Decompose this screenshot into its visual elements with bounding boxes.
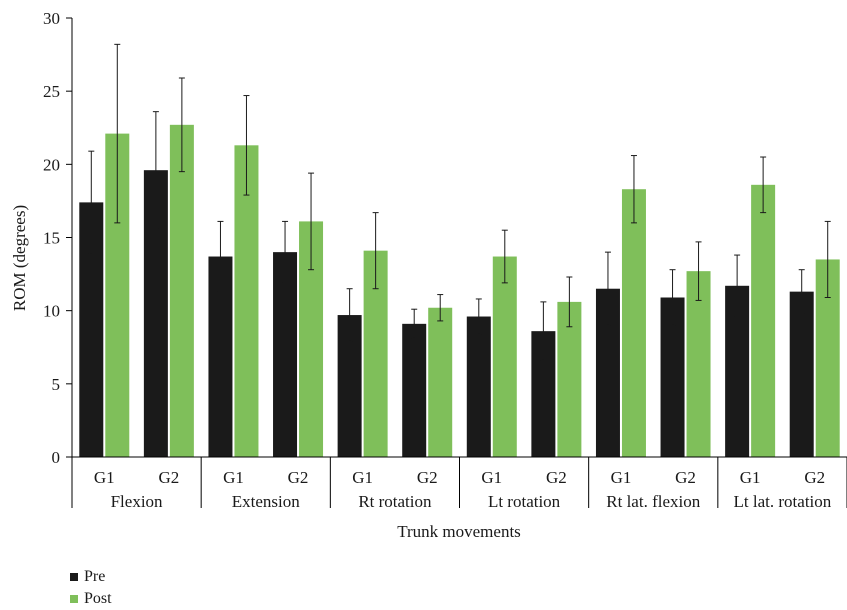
group-label: Flexion [111,492,163,511]
y-axis: 0 5 10 15 20 25 30 [43,9,73,467]
y-tick-label: 15 [43,229,60,248]
x-axis-label: Trunk movements [397,522,521,541]
x-tick-label: G1 [481,468,502,487]
x-tick-label: G1 [223,468,244,487]
x-tick-label: G2 [417,468,438,487]
group-label: Lt rotation [488,492,561,511]
x-axis: G1 G2 G1 G2 G1 G2 G1 G2 G1 G2 G1 G2 Flexion Extension… [71,456,847,511]
bar-pre-g1 [466,316,491,457]
bar-post-g2 [428,307,453,457]
x-tick-label: G1 [611,468,632,487]
bar-post-g2 [557,301,582,457]
x-tick-label: G2 [288,468,309,487]
x-tick-label: G2 [546,468,567,487]
bar-chart: 0 5 10 15 20 25 30 G1 G2 G1 G2 G1 G2 G1 G2 G1 G2 G1 G2 Fle… [10,9,847,541]
legend-label-pre: Pre [84,568,106,585]
group-label: Extension [232,492,300,511]
legend-swatch-post [70,595,78,603]
y-tick-label: 20 [43,155,60,174]
bars [79,124,840,458]
y-tick-label: 0 [52,448,61,467]
legend-item-post: Post [70,588,112,610]
bar-post-g2 [169,124,194,457]
x-tick-label: G1 [740,468,761,487]
group-label: Rt rotation [358,492,432,511]
x-tick-label: G2 [158,468,179,487]
legend-label-post: Post [84,590,112,607]
legend: Pre Post [70,566,112,610]
bar-post-g1 [492,256,517,457]
y-axis-label: ROM (degrees) [10,205,29,311]
x-tick-label: G1 [94,468,115,487]
y-tick-label: 5 [52,375,61,394]
bar-post-g1 [621,189,646,457]
bar-post-g1 [751,184,776,457]
bar-post-g1 [234,145,259,457]
group-label: Lt lat. rotation [734,492,832,511]
bar-post-g2 [686,271,711,457]
bar-pre-g2 [273,252,298,457]
y-tick-label: 30 [43,9,60,28]
x-tick-label: G2 [675,468,696,487]
bar-pre-g2 [402,323,427,457]
legend-item-pre: Pre [70,566,112,588]
y-tick-label: 25 [43,82,60,101]
y-tick-label: 10 [43,302,60,321]
legend-swatch-pre [70,573,78,581]
bar-post-g1 [105,133,130,457]
bar-pre-g2 [789,291,814,457]
x-tick-label: G2 [804,468,825,487]
group-label: Rt lat. flexion [606,492,700,511]
error-bars [88,43,831,361]
x-tick-label: G1 [352,468,373,487]
